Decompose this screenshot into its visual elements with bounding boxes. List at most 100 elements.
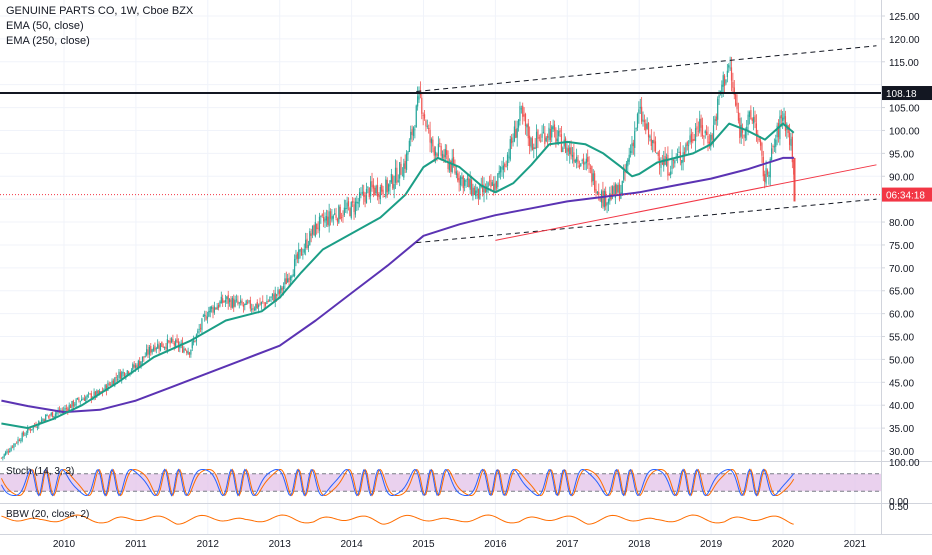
- candle-body: [639, 106, 641, 109]
- candle-body: [719, 91, 722, 93]
- candle-body: [654, 141, 657, 152]
- candle-body: [643, 120, 645, 122]
- candle-body: [616, 185, 618, 194]
- candle-body: [21, 432, 23, 441]
- candle-body: [517, 119, 520, 128]
- price-tick-label: 115.00: [889, 58, 919, 69]
- candle-body: [417, 96, 419, 107]
- candle-body: [506, 154, 509, 166]
- candle-body: [558, 131, 560, 137]
- candle-body: [717, 98, 719, 120]
- candle-body: [347, 201, 350, 207]
- candle-body: [415, 105, 417, 128]
- candle-body: [78, 398, 80, 401]
- candle-body: [137, 360, 139, 369]
- candle-body: [233, 298, 235, 308]
- candle-body: [278, 290, 280, 294]
- candle-body: [454, 165, 456, 173]
- candle-body: [204, 314, 206, 317]
- candle-body: [628, 154, 630, 162]
- candle-body: [522, 105, 524, 117]
- candle-body: [614, 184, 616, 198]
- candle-body: [370, 181, 372, 197]
- candle-body: [114, 377, 116, 386]
- candle-body: [209, 306, 211, 313]
- candle-body: [404, 160, 406, 169]
- candle-body: [201, 318, 203, 330]
- candle-body: [249, 300, 251, 309]
- candle-body: [607, 198, 610, 204]
- candle-body: [47, 415, 50, 417]
- candle-body: [29, 429, 32, 431]
- candle-body: [96, 390, 98, 397]
- candle-body: [217, 304, 220, 308]
- candle-body: [323, 217, 325, 222]
- candle-body: [67, 408, 69, 411]
- candle-body: [17, 439, 19, 444]
- candle-body: [477, 188, 480, 199]
- candle-body: [421, 97, 423, 114]
- candle-body: [596, 191, 598, 194]
- candle-body: [791, 136, 793, 163]
- candle-body: [564, 138, 567, 153]
- legend: GENUINE PARTS CO, 1W, Cboe BZX EMA (50, …: [6, 4, 193, 49]
- candle-body: [368, 188, 370, 198]
- candle-body: [755, 123, 757, 136]
- time-tick-label: 2013: [269, 539, 292, 550]
- candle-body: [215, 307, 217, 309]
- candle-body: [547, 135, 549, 138]
- candle-body: [472, 187, 474, 197]
- candle-body: [435, 151, 437, 156]
- candle-body: [28, 428, 30, 430]
- candle-body: [595, 189, 597, 194]
- candle-body: [353, 204, 355, 213]
- candle-body: [99, 391, 101, 394]
- candle-body: [599, 197, 601, 201]
- candle-body: [244, 303, 246, 306]
- candle-body: [773, 146, 775, 148]
- candle-body: [674, 160, 676, 164]
- time-tick-label: 2010: [53, 539, 76, 550]
- candle-body: [170, 338, 173, 343]
- candle-body: [519, 106, 521, 122]
- candle-body: [502, 165, 504, 170]
- candle-body: [36, 426, 38, 428]
- trendline-2: [495, 164, 877, 241]
- candle-body: [281, 287, 283, 291]
- candle-body: [82, 398, 84, 400]
- candle-body: [603, 190, 605, 208]
- candle-body: [273, 294, 275, 302]
- candle-body: [61, 409, 63, 411]
- candle-body: [512, 141, 514, 143]
- candle-body: [376, 185, 379, 197]
- candle-body: [293, 259, 296, 277]
- candle-body: [523, 114, 525, 117]
- candle-body: [385, 179, 387, 197]
- candle-body: [425, 120, 427, 127]
- candle-body: [267, 300, 269, 302]
- candle-body: [94, 391, 97, 397]
- candle-body: [24, 434, 26, 436]
- candle-body: [2, 456, 4, 458]
- candle-body: [259, 303, 261, 305]
- candle-body: [76, 397, 79, 400]
- candle-body: [762, 156, 764, 177]
- candle-body: [83, 398, 86, 401]
- candle-body: [741, 127, 744, 133]
- candle-body: [407, 151, 409, 155]
- candle-body: [448, 162, 451, 171]
- candle-body: [444, 148, 446, 158]
- candle-body: [549, 128, 551, 140]
- candle-body: [198, 329, 200, 330]
- candle-body: [732, 82, 734, 88]
- candle-body: [206, 316, 209, 319]
- candle-body: [220, 296, 222, 304]
- candle-body: [627, 159, 629, 167]
- candle-body: [629, 151, 632, 153]
- candle-body: [418, 90, 420, 100]
- candle-body: [271, 293, 274, 297]
- candle-body: [701, 125, 704, 136]
- candle-body: [241, 301, 243, 305]
- candle-body: [470, 180, 473, 195]
